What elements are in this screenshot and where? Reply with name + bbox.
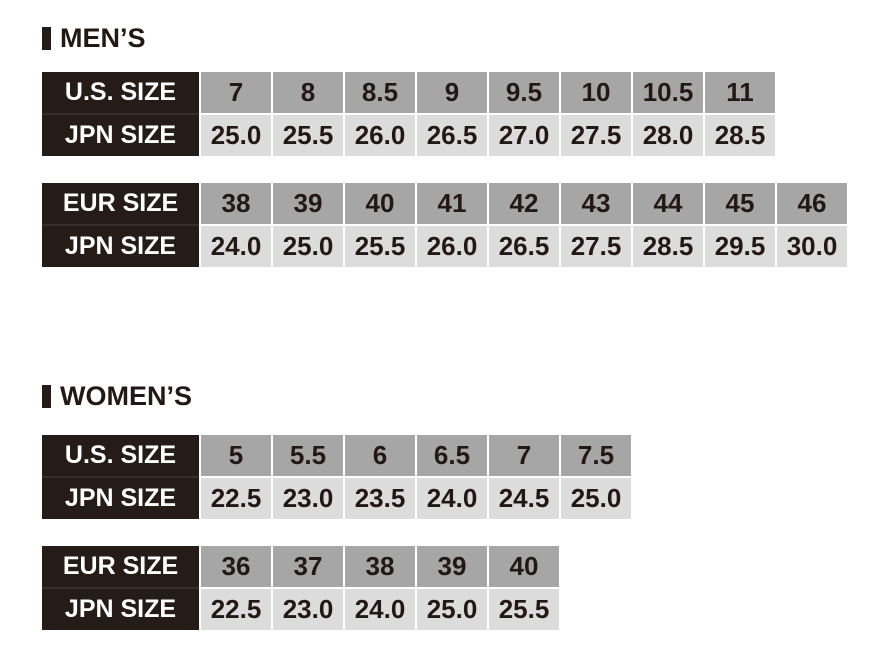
size-header-cell: 8.5 — [345, 72, 415, 113]
size-value-cell: 24.5 — [489, 478, 559, 519]
size-value-cell: 26.5 — [417, 115, 487, 156]
size-header-cell: 8 — [273, 72, 343, 113]
label-column: U.S. SIZE JPN SIZE — [42, 435, 199, 519]
header-row: EUR SIZE JPN SIZE 36 37 38 39 40 — [42, 546, 559, 630]
size-header-cell: 7 — [201, 72, 271, 113]
size-value-cell: 27.5 — [561, 115, 631, 156]
header-row-label: EUR SIZE — [62, 189, 179, 217]
size-header-cell: 10 — [561, 72, 631, 113]
label-column: U.S. SIZE JPN SIZE — [42, 72, 199, 156]
size-header-cell: 45 — [705, 183, 775, 224]
mens-section-heading: MEN’S — [42, 23, 146, 53]
size-value-cell: 23.0 — [273, 589, 343, 630]
size-value-cell: 25.0 — [561, 478, 631, 519]
heading-bar-icon — [42, 27, 51, 50]
womens-eur-size-table: EUR SIZE JPN SIZE 36 37 38 39 40 22.5 23… — [40, 544, 561, 632]
header-row: EUR SIZE JPN SIZE 38 39 40 41 42 43 44 4… — [42, 183, 847, 267]
label-divider — [42, 113, 199, 115]
value-row: 25.0 25.5 26.0 26.5 27.0 27.5 28.0 28.5 — [42, 115, 775, 156]
value-row: 24.0 25.0 25.5 26.0 26.5 27.5 28.5 29.5 … — [42, 226, 847, 267]
size-value-cell: 24.0 — [345, 589, 415, 630]
size-value-cell: 28.5 — [633, 226, 703, 267]
label-divider — [42, 224, 199, 226]
size-header-cell: 39 — [417, 546, 487, 587]
header-row-label: EUR SIZE — [62, 552, 179, 580]
label-stack: U.S. SIZE JPN SIZE — [42, 435, 199, 519]
value-row-label: JPN SIZE — [64, 232, 177, 260]
size-header-cell: 7.5 — [561, 435, 631, 476]
header-row: U.S. SIZE JPN SIZE 7 8 8.5 9 9.5 10 10.5… — [42, 72, 775, 156]
value-row: 22.5 23.0 24.0 25.0 25.5 — [42, 589, 559, 630]
size-header-cell: 38 — [201, 183, 271, 224]
size-header-cell: 44 — [633, 183, 703, 224]
womens-section-heading: WOMEN’S — [42, 381, 192, 411]
size-value-cell: 24.0 — [201, 226, 271, 267]
label-column: EUR SIZE JPN SIZE — [42, 183, 199, 267]
label-stack: U.S. SIZE JPN SIZE — [42, 72, 199, 156]
header-row: U.S. SIZE JPN SIZE 5 5.5 6 6.5 7 7.5 — [42, 435, 631, 519]
size-value-cell: 23.0 — [273, 478, 343, 519]
label-divider — [42, 476, 199, 478]
size-header-cell: 43 — [561, 183, 631, 224]
size-header-cell: 7 — [489, 435, 559, 476]
size-header-cell: 9 — [417, 72, 487, 113]
size-value-cell: 27.0 — [489, 115, 559, 156]
womens-us-size-table: U.S. SIZE JPN SIZE 5 5.5 6 6.5 7 7.5 22.… — [40, 433, 633, 521]
size-value-cell: 26.0 — [417, 226, 487, 267]
label-stack: EUR SIZE JPN SIZE — [42, 183, 199, 267]
label-divider — [42, 587, 199, 589]
size-value-cell: 26.5 — [489, 226, 559, 267]
value-row-label: JPN SIZE — [64, 121, 177, 149]
size-header-cell: 36 — [201, 546, 271, 587]
size-value-cell: 25.5 — [345, 226, 415, 267]
size-header-cell: 37 — [273, 546, 343, 587]
section-title: WOMEN’S — [60, 381, 192, 411]
label-stack: EUR SIZE JPN SIZE — [42, 546, 199, 630]
size-header-cell: 6 — [345, 435, 415, 476]
size-value-cell: 22.5 — [201, 589, 271, 630]
size-value-cell: 28.0 — [633, 115, 703, 156]
size-header-cell: 39 — [273, 183, 343, 224]
size-value-cell: 27.5 — [561, 226, 631, 267]
size-header-cell: 41 — [417, 183, 487, 224]
header-row-label: U.S. SIZE — [64, 78, 177, 106]
size-value-cell: 28.5 — [705, 115, 775, 156]
size-header-cell: 11 — [705, 72, 775, 113]
size-value-cell: 30.0 — [777, 226, 847, 267]
size-header-cell: 5.5 — [273, 435, 343, 476]
size-value-cell: 29.5 — [705, 226, 775, 267]
size-header-cell: 10.5 — [633, 72, 703, 113]
value-row-label: JPN SIZE — [64, 595, 177, 623]
size-value-cell: 22.5 — [201, 478, 271, 519]
value-row-label: JPN SIZE — [64, 484, 177, 512]
size-header-cell: 5 — [201, 435, 271, 476]
size-value-cell: 25.0 — [201, 115, 271, 156]
size-value-cell: 23.5 — [345, 478, 415, 519]
value-row: 22.5 23.0 23.5 24.0 24.5 25.0 — [42, 478, 631, 519]
size-value-cell: 25.0 — [417, 589, 487, 630]
mens-us-size-table: U.S. SIZE JPN SIZE 7 8 8.5 9 9.5 10 10.5… — [40, 70, 777, 158]
size-value-cell: 25.0 — [273, 226, 343, 267]
size-header-cell: 42 — [489, 183, 559, 224]
header-row-label: U.S. SIZE — [64, 441, 177, 469]
size-value-cell: 26.0 — [345, 115, 415, 156]
mens-eur-size-table: EUR SIZE JPN SIZE 38 39 40 41 42 43 44 4… — [40, 181, 849, 269]
size-header-cell: 46 — [777, 183, 847, 224]
size-header-cell: 9.5 — [489, 72, 559, 113]
size-header-cell: 40 — [489, 546, 559, 587]
size-header-cell: 40 — [345, 183, 415, 224]
section-title: MEN’S — [60, 23, 146, 53]
size-header-cell: 38 — [345, 546, 415, 587]
label-column: EUR SIZE JPN SIZE — [42, 546, 199, 630]
size-value-cell: 25.5 — [489, 589, 559, 630]
size-value-cell: 24.0 — [417, 478, 487, 519]
heading-bar-icon — [42, 385, 51, 408]
size-value-cell: 25.5 — [273, 115, 343, 156]
size-header-cell: 6.5 — [417, 435, 487, 476]
